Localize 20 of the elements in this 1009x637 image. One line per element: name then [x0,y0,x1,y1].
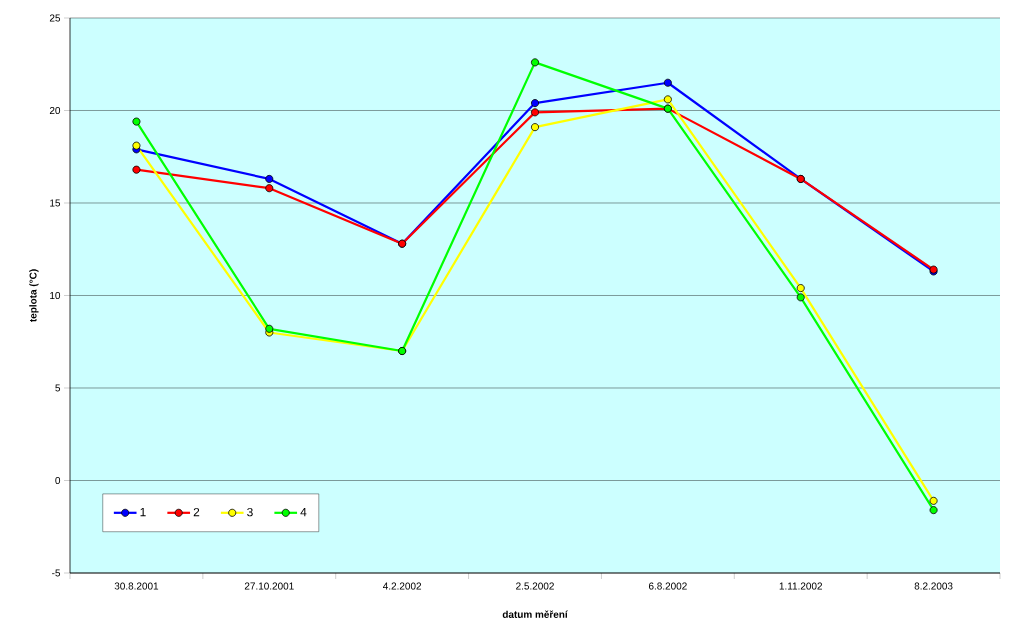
x-tick-label: 4.2.2002 [382,582,422,590]
y-tick-label: -5 [52,569,61,577]
x-tick-label: 1.11.2002 [779,582,823,590]
x-tick-label: 2.5.2002 [516,582,554,590]
legend-label: 4 [300,507,307,517]
y-tick-label: 5 [55,384,61,392]
x-tick-label: 6.8.2002 [648,582,687,590]
legend-label: 2 [193,507,200,517]
y-tick-label: 0 [55,476,61,485]
y-axis-title: teplota (°C) [29,269,39,322]
y-tick-label: 20 [49,106,61,115]
y-tick-label: 25 [49,14,61,22]
y-tick-label: 15 [50,199,61,207]
legend-label: 1 [140,507,146,517]
x-tick-label: 27.10.2001 [244,582,294,590]
legend-label: 3 [247,507,253,517]
x-tick-label: 30.8.2001 [114,582,159,590]
y-tick-label: 10 [50,291,61,300]
x-axis-title: datum měření [502,610,568,618]
x-tick-label: 8.2.2003 [914,582,953,590]
